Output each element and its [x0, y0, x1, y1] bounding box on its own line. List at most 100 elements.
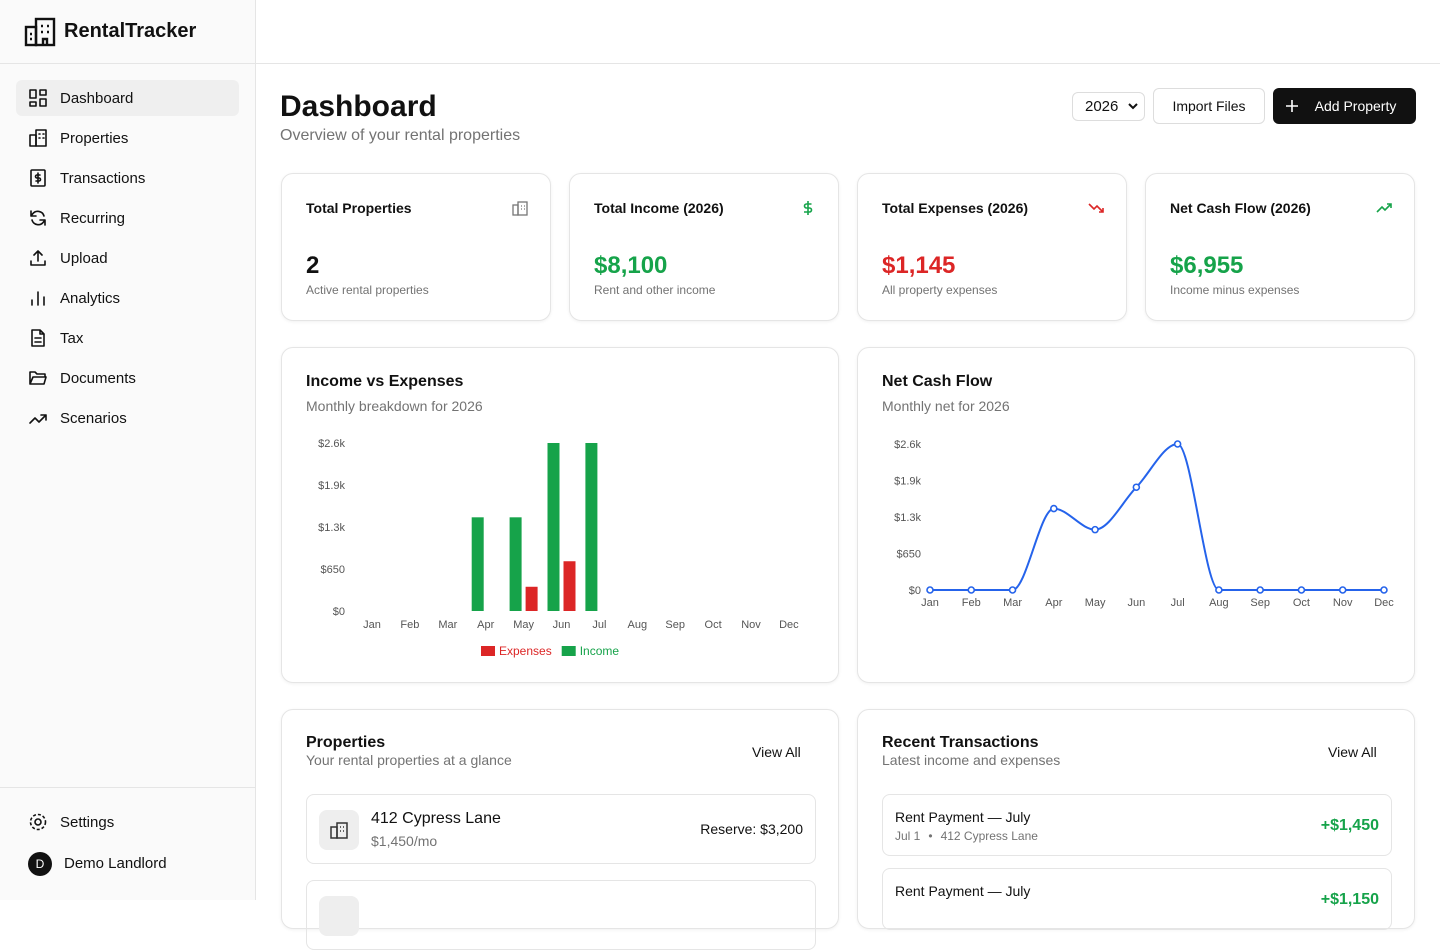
transactions-card: Recent Transactions Latest income and ex… [857, 709, 1415, 930]
x-tick-label: Dec [1374, 597, 1394, 609]
stat-value: $1,145 [882, 252, 956, 279]
nav-icon [30, 210, 46, 226]
x-tick-label: Jan [921, 597, 939, 609]
label: Add Property [1314, 98, 1397, 114]
nav-item[interactable]: Scenarios [16, 400, 239, 436]
stat-card: Total Expenses (2026) $1,145 All propert… [857, 173, 1127, 321]
logo [24, 17, 56, 47]
nav-icon [30, 169, 46, 187]
nav-item[interactable]: Upload [16, 240, 239, 276]
x-tick-label: Jan [363, 619, 381, 631]
point [1173, 440, 1182, 448]
x-tick-label: Feb [400, 619, 419, 631]
x-tick-label: Dec [779, 619, 799, 631]
stat-value: $6,955 [1170, 252, 1244, 279]
x-tick-label: Oct [705, 619, 722, 631]
transaction-date: Jul 1 [895, 829, 921, 843]
label: Recurring [60, 209, 126, 227]
legend-label: Expenses [499, 644, 552, 658]
x-tick-label: Oct [1293, 597, 1310, 609]
nav-icon [31, 291, 45, 306]
dot: • [928, 829, 933, 843]
nav-icon [31, 329, 45, 347]
point [967, 586, 976, 594]
point [1338, 586, 1347, 594]
line [929, 442, 1384, 591]
y-tick-label: $0 [333, 606, 345, 618]
stat-note: All property expenses [882, 283, 998, 297]
point [1297, 586, 1306, 594]
point [926, 586, 934, 594]
stat-value: $8,100 [594, 252, 668, 279]
point [1215, 586, 1223, 594]
label: Properties [60, 129, 129, 147]
import-button[interactable]: Import Files [1153, 88, 1265, 124]
x-tick-label: Sep [665, 619, 685, 631]
x-tick-label: Jun [553, 619, 571, 631]
section-title: Properties [306, 734, 386, 751]
nav-item[interactable]: Tax [16, 320, 239, 356]
bar [563, 561, 576, 611]
year-select[interactable]: 2026 [1072, 92, 1145, 121]
y-tick-label: $2.6k [894, 439, 921, 451]
bar [471, 517, 484, 611]
property-reserve: Reserve: $3,200 [700, 821, 803, 837]
stat-title: Total Income (2026) [594, 200, 724, 216]
view-all[interactable]: View All [752, 744, 801, 760]
view-all[interactable]: View All [1328, 744, 1377, 760]
properties-card: Properties Your rental properties at a g… [281, 709, 839, 950]
nav-settings[interactable]: Settings [16, 804, 239, 840]
transaction-row[interactable]: Rent Payment — July +$1,150 [882, 868, 1392, 930]
y-tick-label: $650 [321, 564, 345, 576]
bar [547, 443, 560, 611]
stat-icon [1088, 203, 1104, 213]
label: Dashboard [60, 89, 134, 107]
stat-title: Total Expenses (2026) [882, 200, 1029, 216]
chart-subtitle: Monthly net for 2026 [882, 398, 1010, 414]
stat-card: Total Properties 2 Active rental propert… [281, 173, 551, 321]
x-tick-label: Apr [477, 619, 494, 631]
divider [0, 787, 255, 788]
divider [0, 63, 255, 64]
bar [509, 517, 522, 611]
property-icon [319, 810, 359, 850]
user-name: Demo Landlord [64, 855, 167, 872]
point [1008, 586, 1017, 594]
topbar-border [256, 63, 1440, 64]
nav-item[interactable]: Documents [16, 360, 239, 396]
nav-icon [29, 414, 47, 424]
legend-swatch [481, 646, 495, 656]
chart-subtitle: Monthly breakdown for 2026 [306, 398, 483, 414]
add-button[interactable]: Add Property [1273, 88, 1416, 124]
stat-note: Income minus expenses [1170, 283, 1300, 297]
y-tick-label: $650 [897, 549, 921, 561]
section-subtitle: Latest income and expenses [882, 752, 1061, 768]
nav-item[interactable]: Transactions [16, 160, 239, 196]
x-tick-label: Sep [1250, 597, 1270, 609]
y-tick-label: $2.6k [318, 438, 345, 450]
property-rent: $1,450/mo [371, 833, 438, 849]
nav-icon [29, 129, 47, 147]
page-title: Dashboard [280, 90, 437, 123]
section-subtitle: Your rental properties at a glance [306, 752, 512, 768]
nav-item[interactable]: Properties [16, 120, 239, 156]
chart-title: Income vs Expenses [306, 373, 464, 390]
point [1380, 586, 1388, 594]
x-tick-label: Nov [1333, 597, 1353, 609]
transaction-row[interactable]: Rent Payment — July Jul 1 • 412 Cypress La… [882, 794, 1392, 856]
stat-icon [512, 201, 528, 216]
label: Settings [60, 813, 115, 831]
property-row[interactable]: 412 Cypress Lane $1,450/mo Reserve: $3,2… [306, 794, 816, 864]
stat-card: Net Cash Flow (2026) $6,955 Income minus… [1145, 173, 1415, 321]
nav-item[interactable]: Dashboard [16, 80, 239, 116]
transaction-name: Rent Payment — July [895, 883, 1031, 899]
property-row[interactable] [306, 880, 816, 950]
x-tick-label: May [513, 619, 534, 631]
nav-item[interactable]: Recurring [16, 200, 239, 236]
section-title: Recent Transactions [882, 734, 1039, 751]
bar-chart: Income vs Expenses Monthly breakdown for … [306, 373, 799, 658]
nav-item[interactable]: Analytics [16, 280, 239, 316]
point [1091, 525, 1099, 534]
x-tick-label: Mar [1003, 597, 1022, 609]
